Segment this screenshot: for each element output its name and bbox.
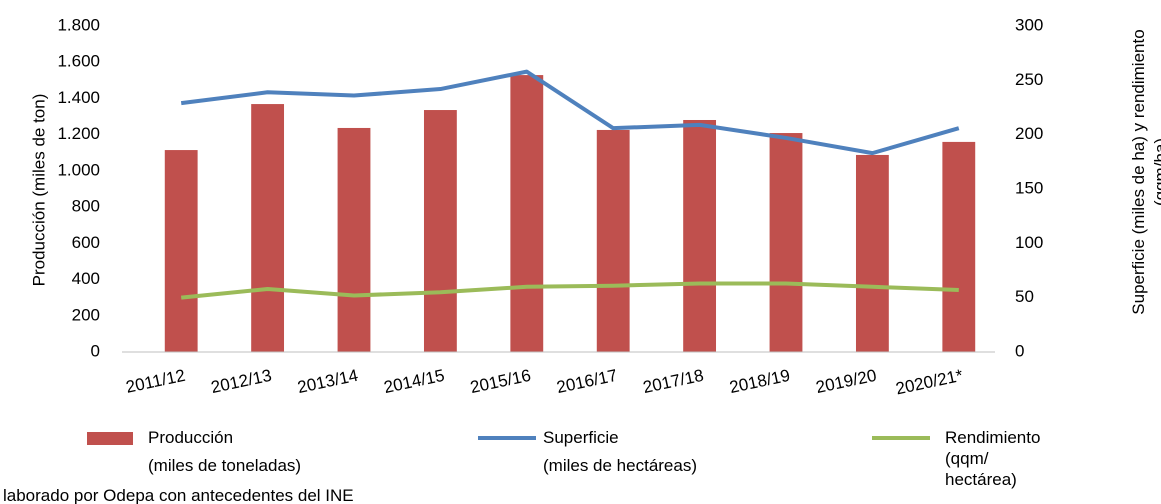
y2-tick-label: 250 xyxy=(1015,70,1043,89)
y2-axis-title: Superficie (miles de ha) y rendimiento (… xyxy=(1129,29,1161,315)
x-tick-label: 2017/18 xyxy=(641,366,705,397)
x-tick-label: 2019/20 xyxy=(814,366,878,397)
legend-label: Superficie (miles de hectáreas) xyxy=(543,428,698,475)
y2-tick-label: 150 xyxy=(1015,178,1043,197)
bar xyxy=(596,129,630,352)
bar xyxy=(769,133,803,352)
x-tick-label: 2020/21* xyxy=(894,366,965,399)
bar xyxy=(337,127,371,353)
y2-tick-label: 0 xyxy=(1015,341,1024,360)
y-tick-label: 1.000 xyxy=(57,160,100,179)
line-series xyxy=(180,69,960,156)
x-tick-label: 2014/15 xyxy=(382,366,446,397)
bar xyxy=(855,154,889,352)
legend-label: Producción (miles de toneladas) xyxy=(148,428,302,475)
y-tick-label: 1.800 xyxy=(57,15,100,34)
y2-tick-label: 100 xyxy=(1015,233,1043,252)
bar xyxy=(510,75,544,352)
y-axis-title: Producción (miles de ton) xyxy=(29,94,48,287)
bar xyxy=(423,110,457,352)
y-tick-label: 800 xyxy=(72,197,100,216)
x-tick-label: 2011/12 xyxy=(124,366,187,397)
y-tick-label: 1.200 xyxy=(57,124,100,143)
line-series xyxy=(180,281,959,300)
legend-label: Rendimiento (qqm/ hectárea) xyxy=(945,428,1041,489)
bar xyxy=(164,150,198,352)
y-tick-label: 1.400 xyxy=(57,88,100,107)
y2-tick-label: 200 xyxy=(1015,124,1043,143)
note: laborado por Odepa con antecedentes del … xyxy=(3,486,354,504)
legend-swatch xyxy=(87,432,133,445)
y-tick-label: 1.600 xyxy=(57,52,100,71)
y2-tick-label: 50 xyxy=(1015,287,1034,306)
x-tick-label: 2018/19 xyxy=(728,366,792,397)
x-tick-label: 2012/13 xyxy=(209,366,273,397)
y-tick-label: 0 xyxy=(91,341,100,360)
y-tick-label: 400 xyxy=(72,269,100,288)
y2-tick-label: 300 xyxy=(1015,15,1043,34)
bar xyxy=(942,141,976,352)
y-tick-label: 200 xyxy=(72,305,100,324)
bar xyxy=(683,119,717,352)
x-tick-label: 2016/17 xyxy=(555,366,619,397)
y-tick-label: 600 xyxy=(72,233,100,252)
x-tick-label: 2013/14 xyxy=(296,366,360,397)
bar xyxy=(251,104,285,352)
x-tick-label: 2015/16 xyxy=(469,366,533,397)
